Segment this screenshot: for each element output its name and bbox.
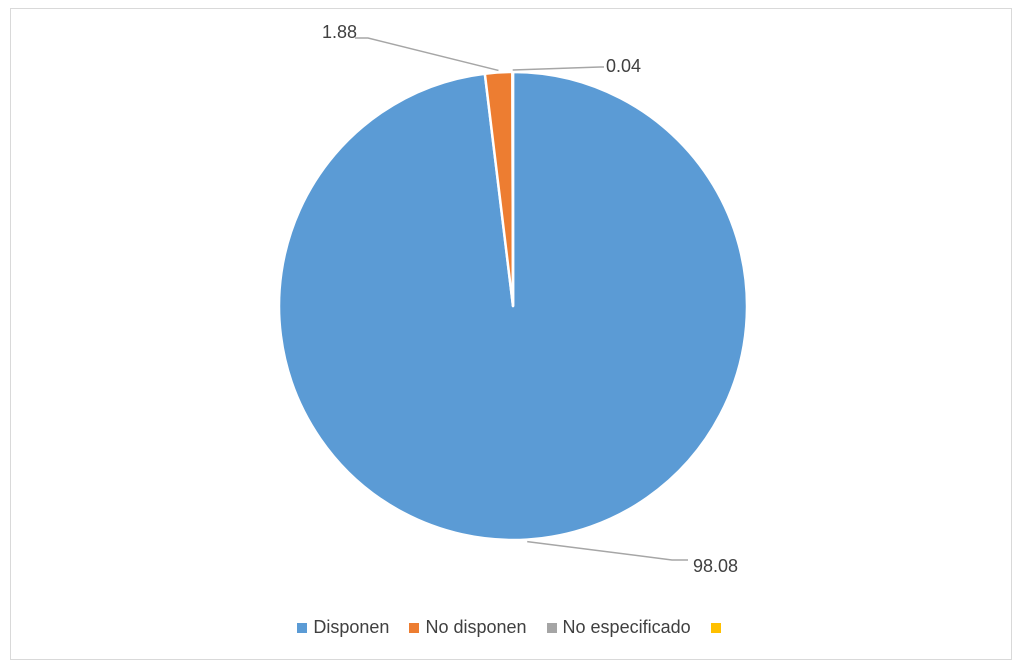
legend-item-disponen: Disponen	[297, 617, 389, 638]
data-label-0: 98.08	[693, 556, 738, 576]
legend-label-disponen: Disponen	[313, 617, 390, 637]
legend-swatch-unlabeled	[710, 622, 721, 633]
legend-label-no-disponen: No disponen	[425, 617, 527, 637]
legend-item-unlabeled	[710, 622, 727, 633]
leader-line-2	[512, 66, 604, 71]
legend-item-no-disponen: No disponen	[409, 617, 527, 638]
pie-slice-2	[511, 70, 515, 308]
legend-item-no-especificado: No especificado	[546, 617, 691, 638]
leader-line-0	[527, 540, 688, 561]
data-label-1: 1.88	[322, 22, 357, 42]
legend-label-no-especificado: No especificado	[562, 617, 691, 637]
legend-swatch-disponen	[297, 622, 308, 633]
legend-swatch-no-disponen	[409, 622, 420, 633]
legend: Disponen No disponen No especificado	[0, 617, 1024, 638]
data-label-2: 0.04	[606, 56, 641, 76]
leader-line-1	[355, 37, 499, 72]
legend-swatch-no-especificado	[546, 622, 557, 633]
